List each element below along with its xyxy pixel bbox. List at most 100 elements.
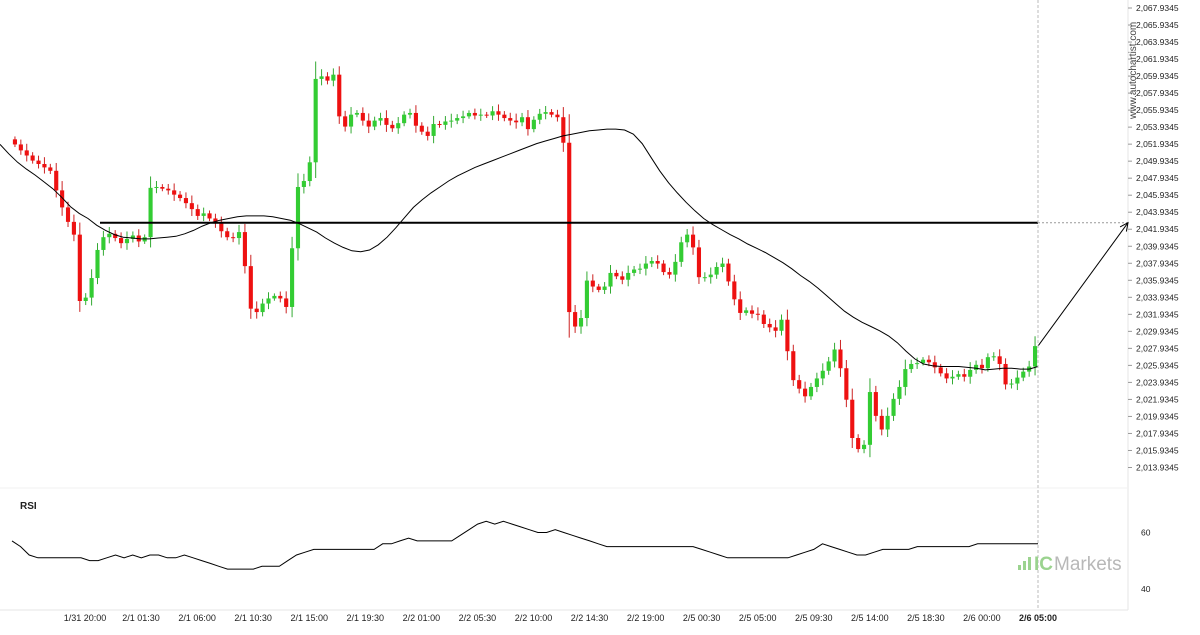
- candle-body: [390, 124, 395, 129]
- candle-body: [531, 119, 536, 130]
- candle-body: [602, 286, 607, 290]
- price-tick-label: 2,025.9345: [1136, 360, 1179, 370]
- time-tick-label: 2/5 14:00: [851, 613, 889, 623]
- candle-body: [71, 221, 76, 235]
- candle-body: [183, 198, 189, 204]
- price-tick-label: 2,023.9345: [1136, 377, 1179, 387]
- candle-body: [95, 249, 100, 279]
- candle-body: [755, 313, 760, 315]
- candle-body: [702, 277, 707, 279]
- candle-body: [714, 266, 719, 275]
- candle-body: [24, 150, 29, 156]
- candle-body: [584, 280, 589, 319]
- candle-body: [537, 113, 542, 120]
- candle-body: [201, 213, 206, 216]
- candle-body: [567, 142, 572, 313]
- candle-body: [455, 118, 460, 121]
- price-tick-label: 2,027.9345: [1136, 343, 1179, 353]
- candle-body: [968, 369, 973, 377]
- candle-body: [83, 297, 88, 302]
- candle-body: [850, 399, 855, 439]
- price-tick-label: 2,067.9345: [1136, 3, 1179, 13]
- candle-body: [708, 274, 713, 278]
- candle-body: [797, 380, 802, 389]
- candle-body: [478, 114, 483, 116]
- candle-body: [413, 112, 418, 126]
- candle-body: [425, 131, 430, 136]
- price-tick-label: 2,043.9345: [1136, 207, 1179, 217]
- candle-body: [89, 278, 94, 298]
- candle-body: [290, 248, 295, 307]
- candle-body: [661, 263, 666, 273]
- candle-body: [148, 187, 153, 238]
- candle-body: [402, 114, 407, 124]
- candle-body: [561, 117, 566, 143]
- time-tick-label: 2/6 05:00: [1019, 613, 1057, 623]
- candle-body: [673, 261, 678, 275]
- candle-body: [838, 349, 843, 369]
- time-tick-label: 2/5 18:30: [907, 613, 945, 623]
- candle-body: [885, 415, 890, 430]
- candle-body: [1009, 383, 1014, 385]
- candle-body: [744, 310, 749, 313]
- candle-body: [384, 118, 389, 125]
- candle-body: [632, 269, 637, 273]
- candle-body: [779, 319, 784, 331]
- price-tick-label: 2,031.9345: [1136, 309, 1179, 319]
- candle-body: [938, 367, 943, 374]
- price-tick-label: 2,033.9345: [1136, 292, 1179, 302]
- price-tick-label: 2,029.9345: [1136, 326, 1179, 336]
- candle-body: [65, 207, 71, 222]
- price-tick-label: 2,035.9345: [1136, 275, 1179, 285]
- rsi-line: [11, 520, 1038, 570]
- candle-body: [749, 310, 755, 314]
- time-tick-label: 2/2 05:30: [459, 613, 497, 623]
- time-tick-label: 2/1 06:00: [178, 613, 216, 623]
- price-tick-label: 2,041.9345: [1136, 224, 1179, 234]
- candle-body: [950, 376, 955, 379]
- candle-body: [909, 363, 914, 370]
- candle-body: [873, 392, 878, 416]
- candle-body: [30, 155, 35, 161]
- price-tick-label: 2,037.9345: [1136, 258, 1179, 268]
- candle-body: [195, 209, 200, 216]
- candle-body: [643, 263, 648, 269]
- candle-body: [903, 369, 908, 387]
- candle-body: [42, 164, 47, 168]
- candle-body: [808, 386, 814, 397]
- logo-bar-2: [1023, 561, 1026, 570]
- logo-bar-1: [1018, 565, 1021, 570]
- candle-body: [626, 272, 631, 280]
- candle-body: [614, 272, 619, 277]
- price-tick-label: 2,047.9345: [1136, 173, 1179, 183]
- price-tick-label: 2,059.9345: [1136, 71, 1179, 81]
- price-tick-label: 2,017.9345: [1136, 428, 1179, 438]
- time-tick-label: 2/2 01:00: [403, 613, 441, 623]
- candle-body: [690, 234, 696, 248]
- candle-body: [113, 233, 118, 239]
- time-tick-label: 2/1 10:30: [234, 613, 272, 623]
- candle-body: [856, 438, 861, 450]
- candle-body: [443, 121, 448, 125]
- rsi-tick-label: 60: [1141, 528, 1151, 538]
- candle-body: [266, 298, 271, 304]
- candle-body: [248, 266, 253, 309]
- candle-body: [543, 112, 548, 114]
- candle-body: [932, 362, 937, 368]
- candle-body: [166, 188, 171, 191]
- candle-body: [867, 392, 873, 445]
- time-tick-label: 2/2 10:00: [515, 613, 553, 623]
- candle-body: [60, 190, 65, 208]
- candle-body: [555, 114, 560, 118]
- candle-body: [1021, 371, 1026, 378]
- candle-body: [1003, 363, 1008, 385]
- candle-body: [472, 112, 477, 116]
- candle-body: [920, 359, 926, 364]
- candle-body: [897, 386, 902, 399]
- candle-body: [1032, 346, 1038, 367]
- candle-body: [814, 378, 819, 387]
- price-tick-label: 2,063.9345: [1136, 37, 1179, 47]
- candle-body: [496, 111, 501, 115]
